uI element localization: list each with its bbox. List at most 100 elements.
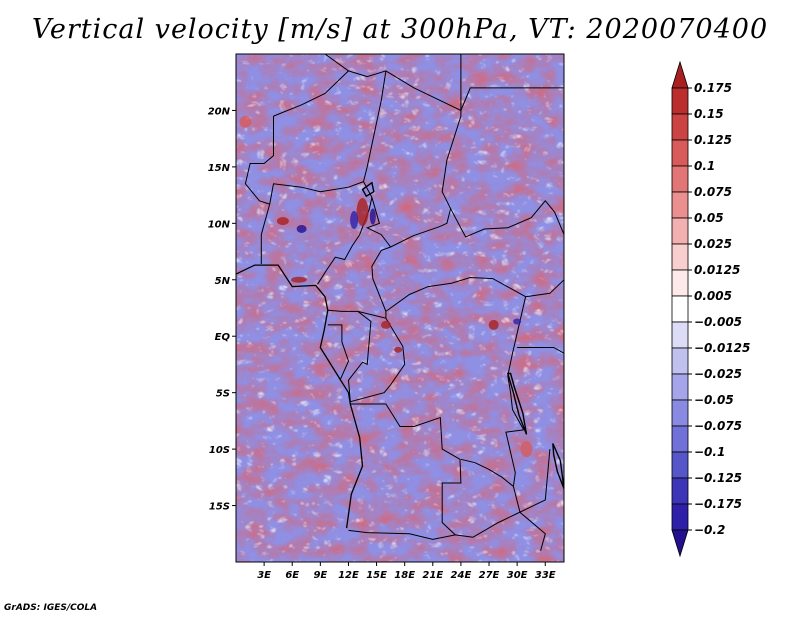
lat-tick-label: 5S xyxy=(216,389,230,400)
colorbar-min-arrow xyxy=(671,529,689,558)
strong-value-spot xyxy=(239,115,252,128)
colorbar-max-arrow xyxy=(671,60,689,89)
colorbar-segment xyxy=(671,113,689,141)
border-line xyxy=(327,309,387,319)
border-line xyxy=(371,110,462,319)
border-line xyxy=(365,197,391,248)
map-panel xyxy=(236,54,564,562)
strong-value-spot xyxy=(356,198,369,227)
colorbar-segment xyxy=(671,87,689,115)
colorbar-label: −0.175 xyxy=(694,497,742,511)
border-line xyxy=(348,529,474,540)
strong-value-spot xyxy=(513,318,522,325)
lat-tick-label: 15N xyxy=(208,163,231,174)
colorbar: 0.175 0.15 0.125 0.1 0.075 0.05 0.025 0.0125 0.0… xyxy=(671,60,750,558)
colorbar-segment xyxy=(671,373,689,401)
colorbar-label: 0.005 xyxy=(694,289,732,303)
lon-tick-label: 3E xyxy=(257,570,271,581)
strong-value-spots xyxy=(239,115,533,458)
colorbar-label: 0.0125 xyxy=(694,263,740,277)
colorbar-label: −0.125 xyxy=(694,471,742,485)
colorbar-segment xyxy=(671,269,689,297)
lat-tick-label: 10S xyxy=(209,445,230,456)
strong-value-spot xyxy=(488,319,499,330)
border-line xyxy=(512,486,546,551)
lon-tick-label: 9E xyxy=(313,570,327,581)
border-line xyxy=(517,347,564,354)
field-neutral-streaks xyxy=(236,54,564,562)
colorbar-segment xyxy=(671,503,689,531)
border-line xyxy=(244,116,274,205)
colorbar-segment xyxy=(671,347,689,375)
strong-value-spot xyxy=(380,320,391,329)
lon-tick-label: 21E xyxy=(422,570,443,581)
grads-credit: GrADS: IGES/COLA xyxy=(4,603,98,613)
border-line xyxy=(507,296,527,431)
colorbar-label: 0.05 xyxy=(694,211,724,225)
border-line xyxy=(460,87,564,111)
border-line xyxy=(385,276,526,312)
country-boundaries xyxy=(236,54,564,551)
colorbar-label: −0.005 xyxy=(694,315,742,329)
border-line xyxy=(525,279,564,298)
colorbar-segment xyxy=(671,139,689,167)
coastline xyxy=(236,264,364,529)
colorbar-label: −0.0125 xyxy=(694,341,750,355)
colorbar-label: −0.05 xyxy=(694,393,734,407)
colorbar-segment xyxy=(671,399,689,427)
colorbar-segment xyxy=(671,165,689,193)
colorbar-label: 0.175 xyxy=(694,81,732,95)
colorbar-segment xyxy=(671,217,689,245)
colorbar-label: 0.1 xyxy=(694,159,715,173)
colorbar-label: 0.075 xyxy=(694,185,732,199)
border-line xyxy=(350,403,462,536)
lon-tick-label: 30E xyxy=(507,570,528,581)
colorbar-label: 0.125 xyxy=(694,133,732,147)
strong-value-spot xyxy=(290,276,307,283)
colorbar-segment xyxy=(671,191,689,219)
latitude-axis: 20N 15N 10N 5N EQ 5S 10S 15S xyxy=(208,106,236,513)
strong-value-spot xyxy=(276,217,289,226)
colorbar-label: −0.025 xyxy=(694,367,742,381)
lat-tick-label: 10N xyxy=(208,219,231,230)
lon-tick-label: 24E xyxy=(451,570,472,581)
lon-tick-label: 27E xyxy=(479,570,500,581)
colorbar-segment xyxy=(671,451,689,479)
lon-tick-label: 18E xyxy=(394,570,415,581)
border-line xyxy=(269,70,387,205)
colorbar-segment xyxy=(671,425,689,453)
chart-title: Vertical velocity [m/s] at 300hPa, VT: 2… xyxy=(31,14,769,45)
colorbar-label: −0.075 xyxy=(694,419,742,433)
strong-value-spot xyxy=(394,346,403,353)
border-line xyxy=(260,203,271,264)
map-frame xyxy=(235,53,565,563)
border-line xyxy=(472,449,551,538)
lon-tick-label: 6E xyxy=(285,570,299,581)
lat-tick-label: 15S xyxy=(209,502,230,513)
colorbar-segment xyxy=(671,243,689,271)
border-line xyxy=(327,324,350,381)
lake-outline xyxy=(361,181,375,198)
lat-tick-label: 5N xyxy=(215,276,231,287)
lat-tick-label: 20N xyxy=(208,106,231,117)
longitude-axis: 3E 6E 9E 12E 15E 18E 21E 24E 27E 30E 33E xyxy=(257,562,556,581)
lon-tick-label: 15E xyxy=(366,570,387,581)
lon-tick-label: 12E xyxy=(338,570,359,581)
lake-outline xyxy=(506,372,528,435)
border-line xyxy=(317,181,373,285)
strong-value-spot xyxy=(350,210,359,229)
strong-value-spot xyxy=(369,208,376,225)
colorbar-segment xyxy=(671,477,689,505)
lat-tick-label: EQ xyxy=(215,332,231,343)
lon-tick-label: 33E xyxy=(535,570,556,581)
lake-outline xyxy=(552,443,564,489)
colorbar-label: 0.15 xyxy=(694,107,724,121)
border-line xyxy=(450,200,564,238)
colorbar-label: −0.2 xyxy=(694,523,725,537)
border-line xyxy=(273,70,349,117)
border-line xyxy=(350,317,406,403)
colorbar-segment xyxy=(671,295,689,323)
colorbar-label: 0.025 xyxy=(694,237,732,251)
strong-value-spot xyxy=(520,441,533,458)
colorbar-label: −0.1 xyxy=(694,445,725,459)
